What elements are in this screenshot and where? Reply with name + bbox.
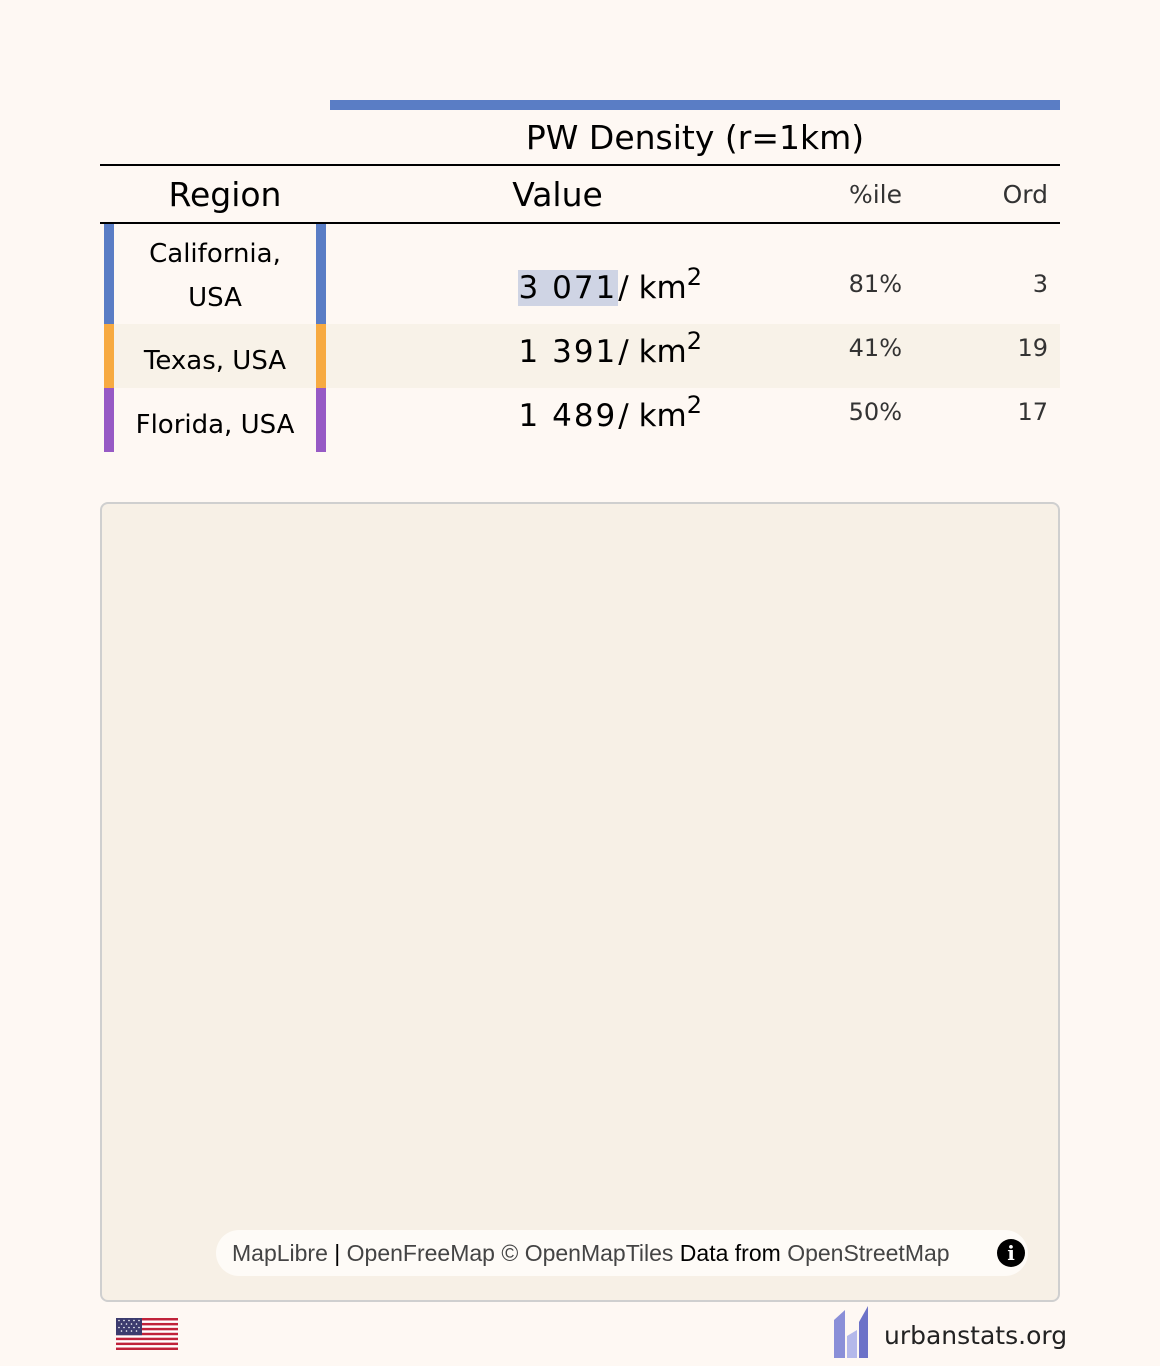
attribution-data-from: Data from — [673, 1240, 788, 1266]
map-canvas[interactable] — [100, 502, 1060, 1302]
attribution-copyright: © — [494, 1240, 525, 1266]
region-link-florida[interactable]: Florida, USA — [135, 410, 295, 440]
header-divider — [100, 164, 1060, 166]
region-color-bar — [316, 224, 326, 324]
value-cell: 1 489/ km2 — [330, 393, 702, 434]
region-link-california[interactable]: California, USA — [149, 239, 281, 313]
ordinal-cell[interactable]: 17 — [1017, 398, 1048, 426]
site-name[interactable]: urbanstats.org — [884, 1321, 1068, 1350]
ordinal-cell[interactable]: 3 — [1032, 270, 1048, 298]
value-number: 3 071 — [517, 270, 619, 306]
percentile-cell: 41% — [848, 334, 902, 362]
us-flag-icon — [116, 1318, 178, 1350]
value-number: 1 489 — [518, 398, 618, 434]
region-color-bar — [316, 388, 326, 452]
value-unit: / km — [618, 270, 687, 306]
table-row: California, USA 3 071/ km2 81% 3 — [104, 224, 1060, 324]
statistic-color-bar — [330, 100, 1060, 110]
unit-power: 2 — [686, 262, 702, 291]
table-row: Florida, USA 1 489/ km2 50% 17 — [104, 388, 1060, 452]
map-attribution: MapLibre | OpenFreeMap © OpenMapTiles Da… — [216, 1230, 1028, 1276]
region-color-bar — [104, 324, 114, 388]
column-header-value: Value — [512, 175, 603, 214]
info-icon[interactable]: i — [997, 1239, 1025, 1267]
value-cell: 1 391/ km2 — [330, 329, 702, 370]
header-divider — [100, 222, 1060, 224]
region-color-bar — [104, 224, 114, 324]
ordinal-cell[interactable]: 19 — [1017, 334, 1048, 362]
openmaptiles-link[interactable]: OpenMapTiles — [524, 1240, 674, 1266]
openfreemap-link[interactable]: OpenFreeMap — [346, 1240, 495, 1266]
column-header-percentile: %ile — [848, 180, 902, 209]
region-link-texas[interactable]: Texas, USA — [143, 346, 287, 376]
urbanstats-logo-icon[interactable] — [833, 1306, 871, 1358]
openstreetmap-link[interactable]: OpenStreetMap — [787, 1240, 950, 1266]
percentile-cell: 50% — [848, 398, 902, 426]
attribution-separator: | — [327, 1240, 347, 1266]
percentile-cell: 81% — [848, 270, 902, 298]
region-color-bar — [316, 324, 326, 388]
maplibre-link[interactable]: MapLibre — [232, 1240, 328, 1266]
statistic-title[interactable]: PW Density (r=1km) — [525, 118, 865, 157]
column-header-region: Region — [168, 175, 282, 214]
value-unit: / km — [618, 398, 687, 434]
value-cell: 3 071/ km2 — [330, 265, 702, 306]
unit-power: 2 — [686, 326, 702, 355]
unit-power: 2 — [686, 390, 702, 419]
region-color-bar — [104, 388, 114, 452]
table-row: Texas, USA 1 391/ km2 41% 19 — [104, 324, 1060, 388]
value-unit: / km — [618, 334, 687, 370]
column-header-ordinal: Ord — [1002, 180, 1048, 209]
value-number: 1 391 — [518, 334, 618, 370]
